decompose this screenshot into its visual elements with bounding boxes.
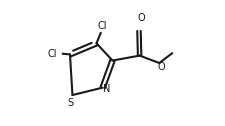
Text: O: O [137,13,145,23]
Text: O: O [157,62,165,72]
Text: N: N [103,85,111,94]
Text: S: S [67,98,73,108]
Text: Cl: Cl [97,21,107,31]
Text: Cl: Cl [47,49,57,59]
